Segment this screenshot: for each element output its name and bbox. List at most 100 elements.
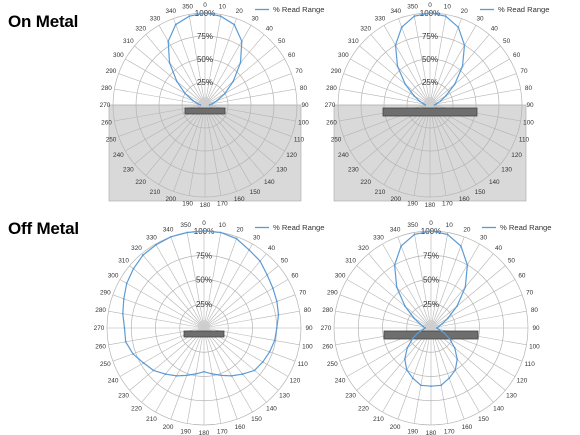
read-range-point [453, 347, 456, 349]
read-range-point [430, 385, 432, 388]
angle-spoke [186, 327, 205, 424]
read-range-point [259, 260, 262, 263]
angle-spoke [204, 18, 237, 106]
angle-tick-label: 240 [335, 378, 346, 385]
antenna-glow [424, 97, 436, 109]
read-range-point [457, 26, 460, 29]
radial-tick-label: 75% [422, 32, 438, 41]
read-range-point [235, 237, 238, 240]
read-range-point [204, 12, 206, 14]
radial-tick-label: 75% [196, 251, 212, 260]
angle-tick-label: 50 [278, 38, 286, 45]
angle-tick-label: 110 [294, 136, 305, 143]
angle-tick-label: 290 [100, 289, 111, 296]
angle-spoke [129, 265, 205, 329]
angle-tick-label: 290 [327, 289, 338, 296]
read-range-point [175, 80, 178, 83]
angle-spoke [204, 104, 237, 192]
angle-tick-label: 80 [531, 307, 539, 314]
angle-spoke [398, 104, 431, 192]
angle-spoke [429, 104, 490, 176]
read-range-point [248, 248, 251, 251]
angle-spoke [155, 243, 205, 329]
read-range-point [396, 65, 399, 68]
radial-tick-label: 50% [422, 55, 438, 64]
angle-spoke [204, 45, 276, 106]
read-range-point [463, 44, 466, 47]
angle-spoke [203, 327, 238, 420]
angle-tick-label: 240 [338, 152, 349, 159]
read-range-point [174, 23, 177, 26]
read-range-point [454, 369, 457, 371]
read-range-point [211, 372, 213, 375]
angle-tick-label: 120 [517, 378, 528, 385]
angle-spoke [382, 243, 432, 329]
read-range-point [435, 327, 438, 329]
angle-tick-label: 260 [101, 120, 112, 127]
angle-tick-label: 330 [375, 16, 386, 23]
angle-tick-label: 90 [301, 102, 309, 109]
angle-tick-label: 0 [202, 220, 206, 227]
read-range-point [216, 99, 219, 102]
angle-tick-label: 180 [199, 430, 210, 435]
read-range-point [168, 61, 171, 64]
angle-tick-label: 240 [108, 378, 119, 385]
angle-spoke [359, 45, 431, 106]
angle-tick-label: 200 [163, 424, 174, 431]
read-range-point [404, 305, 406, 308]
read-range-point [435, 102, 438, 105]
read-range-point [208, 104, 211, 106]
read-range-point [442, 331, 445, 334]
angle-spoke [397, 236, 432, 329]
read-range-point [185, 374, 188, 377]
angle-tick-label: 220 [131, 406, 142, 413]
read-range-point [203, 370, 205, 373]
angle-tick-label: 0 [203, 2, 207, 9]
read-range-point [404, 83, 407, 86]
angle-tick-label: 130 [501, 166, 512, 173]
angle-tick-label: 50 [281, 258, 289, 265]
read-range-point [403, 358, 406, 361]
angle-spoke [383, 104, 431, 185]
angle-tick-label: 140 [493, 406, 504, 413]
read-range-point [155, 243, 157, 246]
angle-spoke [119, 279, 205, 329]
angle-tick-label: 20 [236, 227, 244, 234]
read-range-point [167, 40, 170, 43]
angle-tick-label: 30 [251, 16, 259, 23]
angle-spoke [186, 232, 205, 329]
angle-tick-label: 340 [163, 227, 174, 234]
angle-spoke [368, 327, 432, 403]
rfid-tag-bar [383, 330, 479, 340]
angle-tick-label: 70 [295, 68, 303, 75]
read-range-point [422, 328, 425, 331]
radial-tick-label: 75% [423, 251, 439, 260]
angle-spoke [204, 14, 222, 106]
angle-spoke [134, 104, 206, 165]
angle-tick-label: 300 [108, 273, 119, 280]
radial-tick-label: 25% [422, 78, 438, 87]
read-range-point [400, 26, 403, 29]
angle-tick-label: 290 [106, 68, 117, 75]
angle-tick-label: 70 [526, 289, 534, 296]
angle-spoke [429, 34, 490, 106]
angle-spoke [204, 73, 292, 106]
angle-tick-label: 330 [146, 234, 157, 241]
angle-tick-label: 110 [298, 361, 309, 368]
read-range-point [261, 361, 264, 363]
angle-spoke [430, 294, 523, 329]
angle-spoke [429, 73, 517, 106]
angle-tick-label: 230 [123, 166, 134, 173]
legend-label: % Read Range [498, 5, 550, 14]
angle-spoke [145, 104, 206, 176]
angle-spoke [203, 243, 253, 329]
read-range-point [186, 231, 189, 234]
angle-spoke [429, 88, 521, 106]
angle-tick-label: 280 [326, 85, 337, 92]
read-range-point [219, 15, 222, 18]
read-range-point [123, 327, 126, 329]
angle-tick-label: 170 [444, 429, 455, 435]
angle-tick-label: 310 [118, 258, 129, 265]
read-range-point [241, 373, 244, 375]
angle-tick-label: 220 [135, 179, 146, 186]
